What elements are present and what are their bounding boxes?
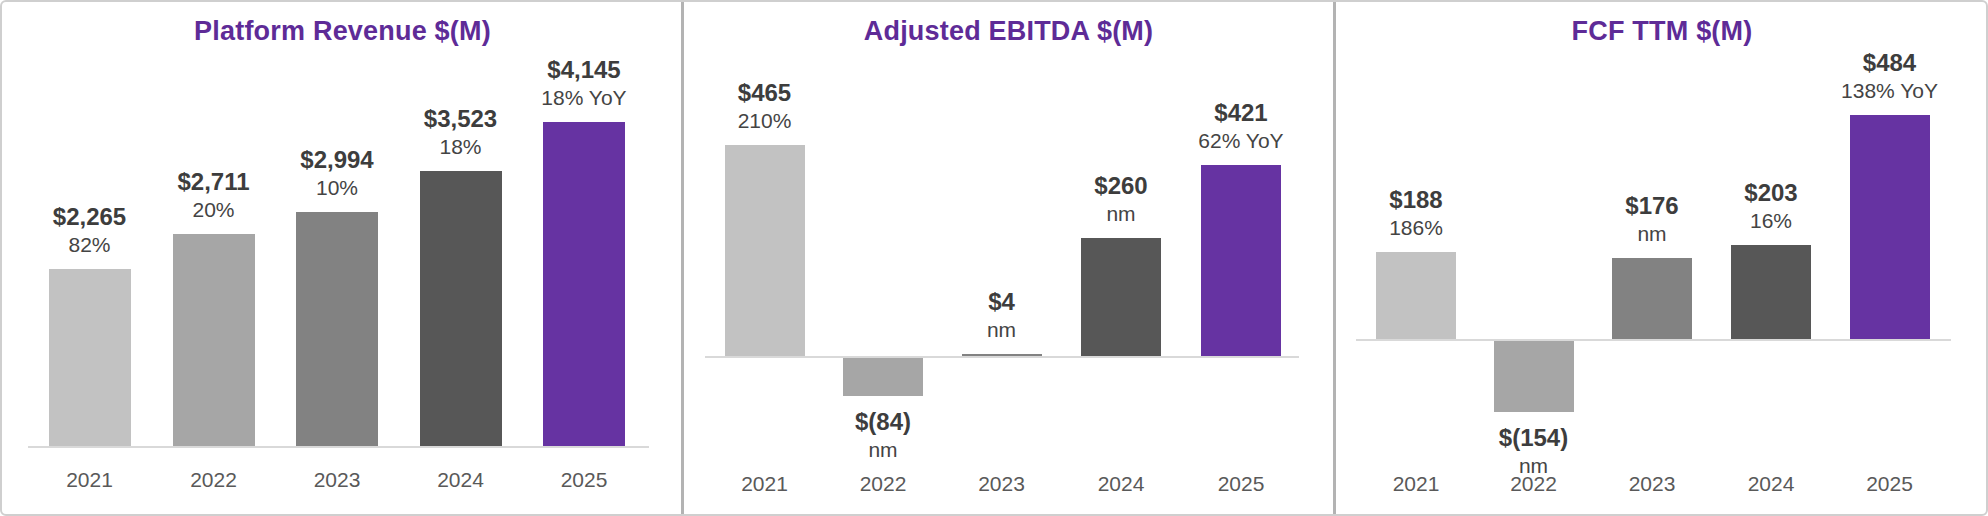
bar-2024 [420,171,502,446]
bar-label-2024: $260nm [1046,172,1196,228]
bar-label-2024: $20316% [1696,179,1846,235]
bar-2025 [543,122,625,446]
x-axis-label-2023: 2023 [275,468,399,492]
x-axis-label-2022: 2022 [821,472,945,496]
x-axis-label-2023: 2023 [1590,472,1714,496]
bar-2021 [1376,252,1456,339]
chart-title-adjusted-ebitda: Adjusted EBITDA $(M) [684,16,1333,47]
x-axis-label-2023: 2023 [940,472,1064,496]
x-axis-label-2022: 2022 [152,468,276,492]
bar-growth-label: 210% [690,107,840,135]
bar-2022 [173,234,255,446]
bar-2023 [296,212,378,446]
bar-2024 [1081,238,1161,356]
bar-label-2022: $(84)nm [808,408,958,464]
bar-label-2023: $4nm [927,288,1077,344]
bar-2024 [1731,245,1811,339]
bar-label-2025: $484138% YoY [1815,49,1965,105]
x-axis-line [1356,339,1951,341]
bar-value-label: $260 [1046,172,1196,200]
bar-2025 [1201,165,1281,356]
bar-2025 [1850,115,1930,339]
bar-2021 [49,269,131,446]
bar-growth-label: nm [1046,200,1196,228]
bar-growth-label: 186% [1341,214,1491,242]
x-axis-label-2025: 2025 [1179,472,1303,496]
x-axis-label-2024: 2024 [399,468,523,492]
bar-growth-label: 62% YoY [1166,127,1316,155]
bar-value-label: $188 [1341,186,1491,214]
chart-title-platform-revenue: Platform Revenue $(M) [4,16,681,47]
bar-2022 [843,358,923,396]
x-axis-label-2024: 2024 [1709,472,1833,496]
bar-label-2024: $3,52318% [386,105,536,161]
bar-value-label: $203 [1696,179,1846,207]
bar-label-2021: $188186% [1341,186,1491,242]
bar-2023 [1612,258,1692,339]
bar-growth-label: 82% [15,231,165,259]
bar-growth-label: 138% YoY [1815,77,1965,105]
x-axis-label-2022: 2022 [1472,472,1596,496]
chart-panel-platform-revenue: Platform Revenue $(M) $2,26582%2021$2,71… [4,2,681,514]
bar-2022 [1494,341,1574,412]
bar-label-2025: $42162% YoY [1166,99,1316,155]
chart-panel-fcf-ttm: FCF TTM $(M) $188186%2021$(154)nm2022$17… [1336,2,1988,514]
bar-growth-label: 10% [262,174,412,202]
x-axis-line [705,356,1299,358]
kpi-charts-strip: Platform Revenue $(M) $2,26582%2021$2,71… [0,0,1988,516]
bar-growth-label: 16% [1696,207,1846,235]
x-axis-line [28,446,649,448]
bar-value-label: $(154) [1459,424,1609,452]
bar-label-2021: $465210% [690,79,840,135]
x-axis-label-2024: 2024 [1059,472,1183,496]
bar-value-label: $421 [1166,99,1316,127]
bar-value-label: $484 [1815,49,1965,77]
bar-growth-label: 18% YoY [509,84,659,112]
x-axis-label-2021: 2021 [703,472,827,496]
chart-panel-adjusted-ebitda: Adjusted EBITDA $(M) $465210%2021$(84)nm… [684,2,1333,514]
bar-growth-label: 18% [386,133,536,161]
bar-growth-label: nm [808,436,958,464]
bar-growth-label: nm [927,316,1077,344]
x-axis-label-2021: 2021 [28,468,152,492]
bar-value-label: $465 [690,79,840,107]
bar-value-label: $4 [927,288,1077,316]
bar-label-2025: $4,14518% YoY [509,56,659,112]
x-axis-label-2025: 2025 [522,468,646,492]
x-axis-label-2025: 2025 [1828,472,1952,496]
bar-2023 [962,354,1042,356]
bar-value-label: $4,145 [509,56,659,84]
chart-title-fcf-ttm: FCF TTM $(M) [1336,16,1988,47]
bar-value-label: $(84) [808,408,958,436]
bar-2021 [725,145,805,356]
